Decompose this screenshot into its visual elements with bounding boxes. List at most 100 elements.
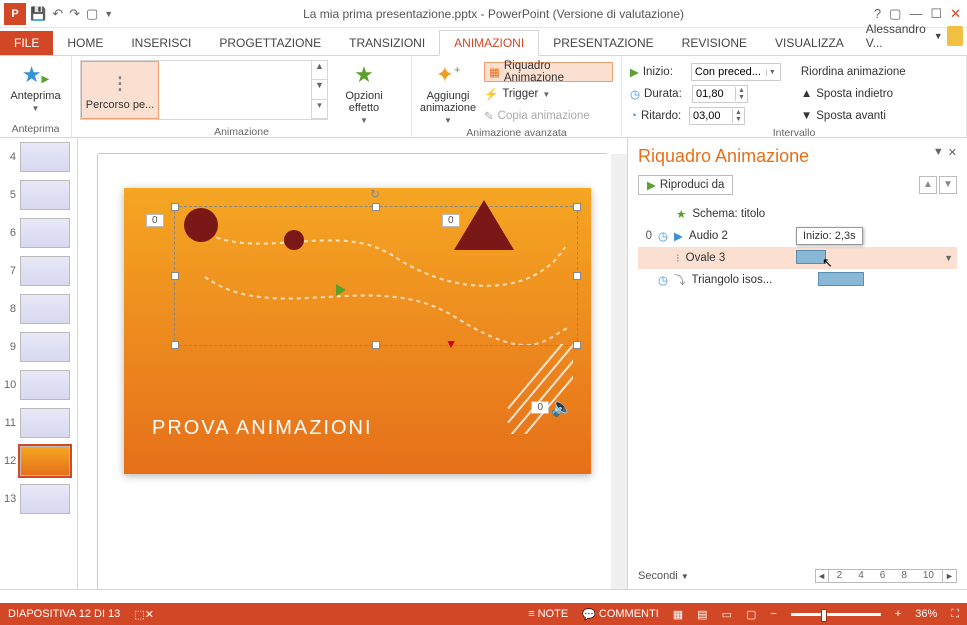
item-dropdown-icon[interactable]: ▼	[944, 253, 953, 263]
delay-icon: ◔	[630, 110, 637, 122]
play-from-button[interactable]: ▶ Riproduci da	[638, 175, 733, 195]
file-tab[interactable]: FILE	[0, 31, 53, 55]
animation-pane-title: Riquadro Animazione	[638, 146, 957, 167]
move-down-button[interactable]: ▼	[939, 176, 957, 194]
inizio-label: Inizio:	[643, 66, 687, 78]
thumbnail-slide[interactable]: 11	[4, 408, 77, 438]
qat-dropdown-icon[interactable]: ▼	[104, 9, 113, 19]
thumbnail-slide[interactable]: 5	[4, 180, 77, 210]
view-reading-icon[interactable]: ▭	[722, 608, 732, 621]
up-icon: ▲	[801, 88, 812, 100]
view-slideshow-icon[interactable]: ▢	[746, 608, 756, 621]
tab-presentazione[interactable]: PRESENTAZIONE	[539, 31, 667, 55]
ribbon: ★▶ Anteprima ▼ Anteprima ⁝ Percorso pe..…	[0, 56, 967, 138]
zoom-out-icon[interactable]: −	[770, 608, 776, 620]
animation-list: ★Schema: titolo0◷▶Audio 2⁝Ovale 3▼Inizio…	[638, 203, 957, 291]
thumbnail-slide[interactable]: 6	[4, 218, 77, 248]
slide-counter: DIAPOSITIVA 12 DI 13	[8, 608, 120, 620]
oval-shape-large[interactable]	[184, 208, 218, 242]
save-icon[interactable]: 💾	[30, 6, 46, 22]
tab-home[interactable]: HOME	[53, 31, 117, 55]
gallery-item-percorso[interactable]: ⁝ Percorso pe...	[81, 61, 159, 119]
window-title: La mia prima presentazione.pptx - PowerP…	[113, 7, 874, 21]
move-up-button[interactable]: ▲	[919, 176, 937, 194]
horizontal-ruler	[98, 138, 607, 154]
slide-thumbnails[interactable]: 4 5 6 7 8 9 10 11 12 13	[0, 138, 78, 589]
tab-inserisci[interactable]: INSERISCI	[117, 31, 205, 55]
inizio-select[interactable]: ▼	[691, 63, 781, 81]
zoom-slider[interactable]	[791, 613, 881, 616]
thumbnail-slide[interactable]: 9	[4, 332, 77, 362]
timeline-scroll[interactable]: ◄ 2 4 6 8 10 ►	[815, 569, 957, 583]
thumbnail-slide[interactable]: 8	[4, 294, 77, 324]
main-area: 45678910111213 PROVA ANIMAZIONI ↻	[0, 138, 967, 589]
view-normal-icon[interactable]: ▦	[673, 608, 683, 621]
animation-item[interactable]: ★Schema: titolo	[638, 203, 957, 225]
tab-revisione[interactable]: REVISIONE	[668, 31, 761, 55]
oval-shape-small[interactable]	[284, 230, 304, 250]
triangle-shape[interactable]	[454, 200, 514, 250]
status-bar: DIAPOSITIVA 12 DI 13 ⬚✕ ≡ NOTE 💬 COMMENT…	[0, 603, 967, 625]
motion-path	[175, 207, 577, 345]
play-icon: ▶	[647, 178, 656, 192]
sposta-avanti-button[interactable]: ▼Sposta avanti	[801, 106, 906, 126]
selection-box[interactable]: ↻ ▼	[174, 206, 578, 346]
gallery-scrollbar[interactable]: ▲▼▾	[311, 61, 327, 119]
spellcheck-icon[interactable]: ⬚✕	[134, 608, 154, 621]
thumbnail-slide[interactable]: 4	[4, 142, 77, 172]
motion-path-icon: ⁝	[676, 251, 680, 265]
star-icon: ★	[354, 62, 374, 88]
anteprima-button[interactable]: ★▶ Anteprima ▼	[8, 60, 63, 113]
avatar	[947, 26, 963, 46]
animation-label: Ovale 3	[686, 252, 782, 264]
ritardo-spinner[interactable]: ▲▼	[689, 107, 745, 125]
zoom-level[interactable]: 36%	[915, 608, 937, 620]
play-icon: ▶	[674, 229, 683, 243]
tab-visualizza[interactable]: VISUALIZZA	[761, 31, 858, 55]
thumbnail-slide[interactable]: 13	[4, 484, 77, 514]
notes-button[interactable]: ≡ NOTE	[528, 608, 568, 620]
tab-animazioni[interactable]: ANIMAZIONI	[439, 30, 539, 56]
anim-badge: 0	[442, 214, 460, 227]
start-from-begin-icon[interactable]: ▢	[86, 6, 98, 22]
thumbnail-slide[interactable]: 10	[4, 370, 77, 400]
riordina-label: Riordina animazione	[801, 62, 906, 82]
sposta-indietro-button[interactable]: ▲Sposta indietro	[801, 84, 906, 104]
redo-icon[interactable]: ↷	[69, 6, 80, 22]
tab-transizioni[interactable]: TRANSIZIONI	[335, 31, 439, 55]
menu-bar: FILE HOME INSERISCI PROGETTAZIONE TRANSI…	[0, 28, 967, 56]
pane-menu-icon[interactable]: ▼	[933, 146, 944, 159]
slide[interactable]: PROVA ANIMAZIONI ↻ ▼	[124, 188, 591, 474]
tab-progettazione[interactable]: PROGETTAZIONE	[205, 31, 335, 55]
durata-label: Durata:	[644, 88, 688, 100]
account-menu[interactable]: Alessandro V...▼	[858, 17, 967, 55]
rotate-handle-icon[interactable]: ↻	[370, 187, 380, 201]
aggiungi-animazione-button[interactable]: ✦+ Aggiungi animazione ▼	[420, 60, 476, 125]
group-label-anteprima: Anteprima	[8, 122, 63, 135]
copia-animazione-button[interactable]: ✎ Copia animazione	[484, 106, 613, 126]
riquadro-animazione-button[interactable]: ▦ Riquadro Animazione	[484, 62, 613, 82]
trigger-button[interactable]: ⚡ Trigger▼	[484, 84, 613, 104]
clock-icon: ◷	[658, 229, 668, 243]
zoom-in-icon[interactable]: +	[895, 608, 901, 620]
undo-icon[interactable]: ↶	[52, 6, 63, 22]
opzioni-effetto-button[interactable]: ★ Opzioni effetto ▼	[336, 60, 392, 125]
view-sorter-icon[interactable]: ▤	[697, 608, 707, 621]
timeline-bar[interactable]	[818, 272, 864, 286]
thumbnail-slide[interactable]: 7	[4, 256, 77, 286]
vertical-scrollbar[interactable]	[611, 154, 627, 589]
durata-spinner[interactable]: ▲▼	[692, 85, 748, 103]
animation-item[interactable]: ◷⤵Triangolo isos...	[638, 269, 957, 291]
animation-gallery[interactable]: ⁝ Percorso pe... ▲▼▾	[80, 60, 328, 120]
comments-button[interactable]: 💬 COMMENTI	[582, 608, 659, 621]
quick-access-toolbar: 💾 ↶ ↷ ▢ ▼	[30, 6, 113, 22]
thumbnail-slide[interactable]: 12	[4, 446, 77, 476]
star-plus-icon: ✦+	[436, 62, 461, 88]
arc-icon: ⤵	[674, 272, 686, 288]
down-icon: ▼	[801, 110, 812, 122]
pane-icon: ▦	[489, 65, 500, 79]
animation-label: Triangolo isos...	[692, 274, 788, 286]
animation-item[interactable]: ⁝Ovale 3▼Inizio: 2,3s↖	[638, 247, 957, 269]
fit-icon[interactable]: ⛶	[951, 608, 959, 621]
pane-close-icon[interactable]: ✕	[948, 146, 957, 159]
